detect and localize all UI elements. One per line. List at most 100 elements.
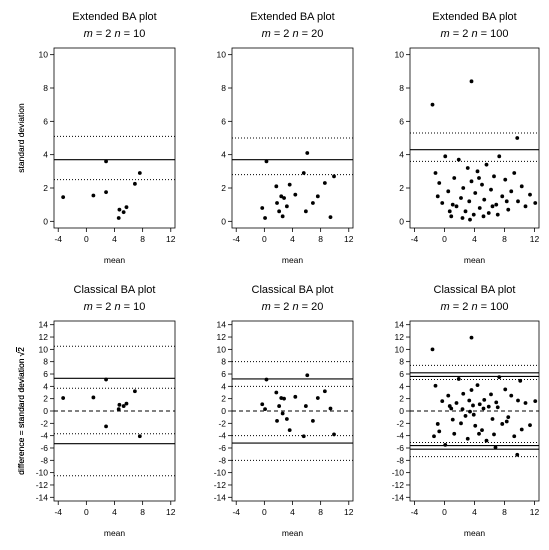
- data-point: [528, 192, 532, 197]
- y-tick-label: -4: [40, 431, 48, 441]
- subtitle-m-val: = 2: [271, 301, 293, 313]
- data-point: [443, 154, 448, 159]
- data-point: [137, 434, 142, 439]
- y-tick-label: 12: [217, 332, 227, 342]
- y-tick-label: 0: [399, 216, 404, 226]
- data-point: [133, 181, 137, 186]
- data-point: [503, 387, 508, 392]
- x-tick-label: 0: [262, 234, 267, 244]
- y-tick-label: 2: [399, 394, 404, 404]
- data-point: [133, 389, 137, 394]
- y-tick-label: 0: [43, 216, 48, 226]
- data-point: [495, 212, 500, 217]
- data-point: [516, 199, 520, 204]
- data-point: [489, 392, 493, 397]
- subtitle-m-val: = 2: [93, 301, 115, 313]
- data-point: [469, 388, 474, 392]
- data-point: [104, 159, 108, 164]
- y-tick-label: 4: [221, 150, 226, 160]
- data-point: [450, 417, 455, 422]
- data-point: [121, 404, 126, 408]
- y-tick-label: 10: [39, 50, 49, 60]
- data-point: [293, 394, 298, 399]
- data-point: [116, 216, 121, 220]
- subtitle-n-sym: n: [471, 28, 477, 40]
- sqrt-sign: √: [16, 352, 26, 357]
- data-point: [473, 423, 478, 428]
- plot-frame: [53, 47, 176, 229]
- y-tick-label: 4: [399, 150, 404, 160]
- y-axis-label-text: difference = standard deviation: [16, 358, 26, 475]
- x-tick-label: 0: [442, 507, 447, 517]
- data-point: [461, 186, 466, 190]
- data-point: [469, 179, 474, 184]
- data-point: [117, 207, 122, 212]
- y-tick-label: 10: [395, 50, 405, 60]
- x-tick-label: 4: [290, 234, 295, 244]
- x-axis-label: mean: [282, 255, 304, 265]
- data-point: [469, 79, 474, 84]
- y-axis-label-suffix: 2: [16, 347, 26, 352]
- x-tick-label: 4: [472, 507, 477, 517]
- y-axis-label: standard deviation: [16, 103, 26, 173]
- data-point: [503, 177, 508, 182]
- data-point: [264, 159, 269, 164]
- x-tick-label: -4: [232, 234, 240, 244]
- data-point: [471, 212, 476, 217]
- data-point: [482, 398, 487, 402]
- data-point: [287, 182, 292, 187]
- subtitle-n-val: = 10: [121, 301, 146, 313]
- data-point: [494, 202, 499, 207]
- y-tick-label: -12: [392, 480, 405, 490]
- data-point: [494, 400, 499, 405]
- data-point: [303, 209, 308, 214]
- data-point: [456, 157, 461, 162]
- y-tick-label: 8: [399, 83, 404, 93]
- y-tick-label: 10: [39, 344, 49, 354]
- plot-frame: [53, 320, 176, 502]
- y-tick-label: 4: [43, 150, 48, 160]
- x-tick-label: 0: [84, 234, 89, 244]
- y-axis-label: difference = standard deviation√2: [16, 347, 26, 475]
- data-point: [459, 196, 463, 200]
- data-point: [282, 196, 286, 200]
- x-tick-label: 8: [318, 507, 323, 517]
- data-point: [328, 215, 333, 220]
- data-point: [274, 184, 279, 189]
- data-point: [303, 404, 308, 408]
- y-tick-label: -8: [40, 455, 48, 465]
- data-point: [277, 209, 282, 214]
- panel-title: Classical BA plot: [74, 284, 156, 296]
- x-tick-label: 0: [262, 507, 267, 517]
- data-point: [435, 194, 440, 199]
- y-tick-label: 0: [221, 406, 226, 416]
- x-tick-label: -4: [54, 234, 62, 244]
- subtitle-m-sym: m: [441, 28, 450, 40]
- data-point: [454, 401, 459, 405]
- subtitle-n-val: = 100: [478, 301, 509, 313]
- x-tick-label: 8: [140, 507, 145, 517]
- y-tick-label: -2: [396, 418, 404, 428]
- data-point: [104, 377, 108, 382]
- y-tick-label: -6: [396, 443, 404, 453]
- data-point: [475, 383, 480, 388]
- x-axis-label: mean: [104, 255, 126, 265]
- data-point: [465, 166, 470, 170]
- x-tick-label: 8: [502, 234, 507, 244]
- data-point: [263, 216, 267, 220]
- data-point: [497, 154, 502, 159]
- y-tick-label: 12: [395, 332, 405, 342]
- y-axis-label: difference = standard deviation√2: [16, 347, 26, 475]
- data-point: [305, 373, 310, 378]
- data-point: [490, 417, 495, 421]
- data-point: [311, 201, 315, 205]
- data-point: [477, 431, 481, 436]
- data-point: [137, 171, 142, 175]
- subtitle-n-val: = 100: [478, 28, 509, 40]
- data-point: [463, 209, 468, 214]
- data-point: [461, 391, 466, 396]
- x-tick-label: 12: [344, 507, 354, 517]
- data-point: [332, 174, 336, 179]
